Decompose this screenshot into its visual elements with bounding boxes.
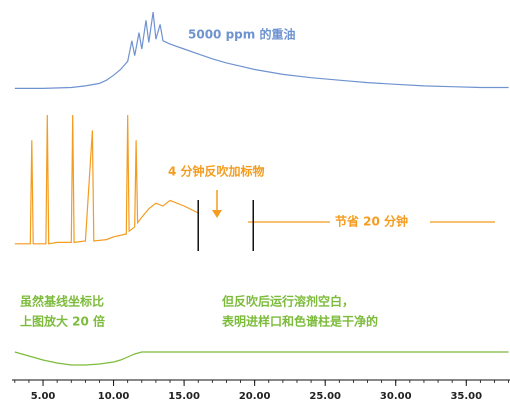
annotation: 5000 ppm 的重油 — [188, 27, 295, 42]
x-tick-label: 25.00 — [309, 391, 341, 402]
trace — [14, 114, 199, 245]
x-tick-label: 5.00 — [31, 391, 56, 402]
arrow-head — [212, 210, 222, 218]
annotation: 虽然基线坐标比 — [20, 294, 104, 309]
trace — [14, 351, 509, 366]
annotation: 4 分钟反吹加标物 — [168, 164, 265, 179]
annotation: 上图放大 20 倍 — [20, 314, 105, 329]
x-tick-label: 35.00 — [450, 391, 482, 402]
annotation: 但反吹后运行溶剂空白， — [221, 294, 354, 309]
trace — [14, 12, 509, 89]
annotation: 表明进样口和色谱柱是干净的 — [221, 314, 378, 329]
x-tick-label: 15.00 — [168, 391, 200, 402]
x-tick-label: 20.00 — [239, 391, 271, 402]
annotation: 节省 20 分钟 — [335, 214, 408, 229]
x-tick-label: 10.00 — [98, 391, 130, 402]
x-tick-label: 30.00 — [380, 391, 412, 402]
